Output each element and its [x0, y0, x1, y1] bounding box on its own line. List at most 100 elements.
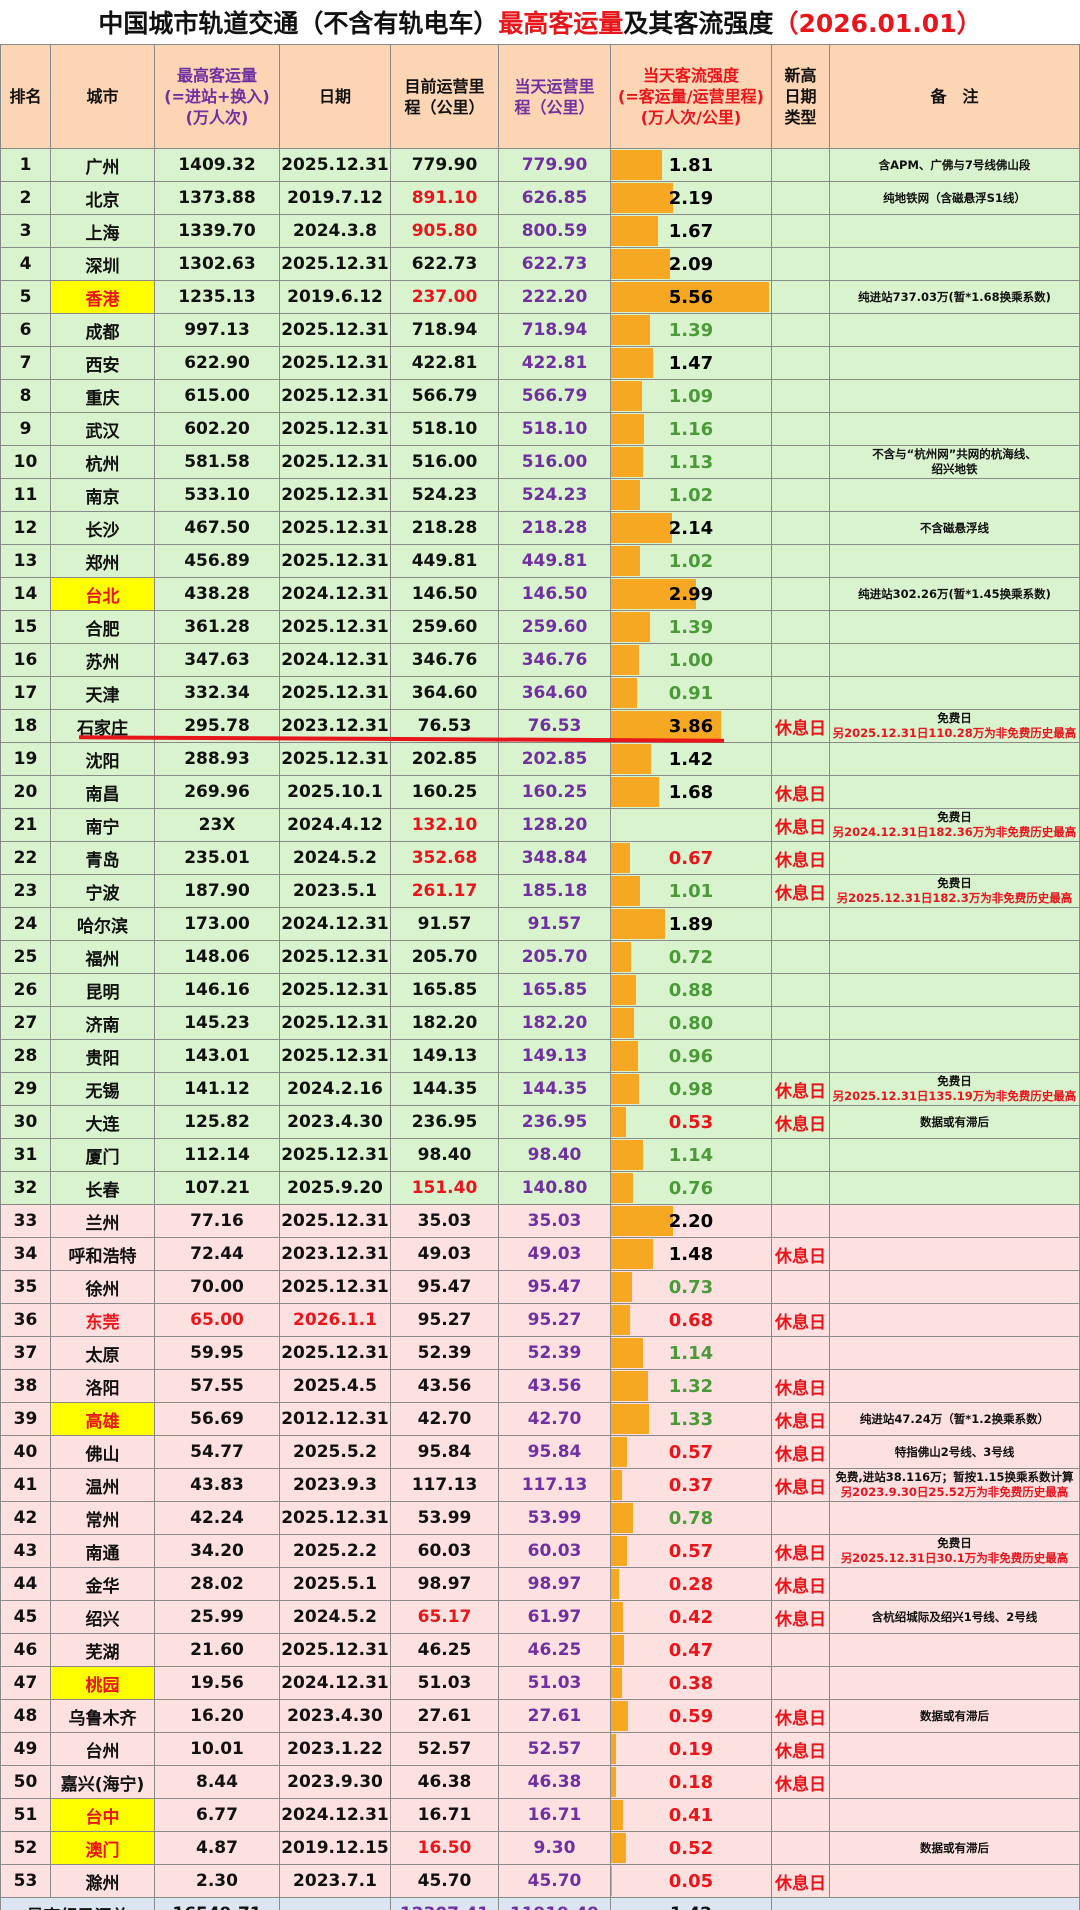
table-cell: 2023.4.30	[280, 1106, 391, 1139]
table-cell	[830, 347, 1080, 380]
table-cell: 718.94	[391, 314, 499, 347]
table-cell: 1.14	[611, 1337, 772, 1370]
intensity-bar	[611, 1206, 674, 1236]
table-cell: 0.67	[611, 842, 772, 875]
intensity-value: 1.67	[668, 220, 714, 242]
table-cell: 0.18	[611, 1766, 772, 1799]
table-cell: 2025.12.31	[280, 1502, 391, 1535]
table-cell: 1.02	[611, 479, 772, 512]
table-cell: 8	[0, 380, 51, 413]
intensity-bar	[611, 447, 644, 477]
intensity-bar	[611, 1371, 649, 1401]
note-line: 含杭绍城际及绍兴1号线、2号线	[871, 1609, 1038, 1624]
table-cell: 2025.12.31	[280, 446, 391, 479]
table-cell: 39	[0, 1403, 51, 1436]
table-cell: 56.69	[155, 1403, 280, 1436]
table-cell: 贵阳	[51, 1040, 155, 1073]
table-cell: 65.17	[391, 1601, 499, 1634]
table-cell: 2024.4.12	[280, 809, 391, 842]
table-cell	[772, 545, 830, 578]
intensity-bar	[611, 1008, 634, 1038]
table-cell: 348.84	[499, 842, 611, 875]
table-cell: 622.90	[155, 347, 280, 380]
intensity-bar	[611, 513, 672, 543]
header-line: 最高客运量	[176, 66, 257, 85]
intensity-value: 3.86	[668, 715, 714, 737]
table-cell: 长春	[51, 1172, 155, 1205]
table-cell: 2026.1.1	[280, 1304, 391, 1337]
table-cell: 休息日	[772, 1865, 830, 1898]
intensity-bar	[611, 216, 659, 246]
table-cell: 422.81	[391, 347, 499, 380]
note-line: 数据或有滞后	[920, 1840, 989, 1855]
table-cell: 2.14	[611, 512, 772, 545]
table-cell: 622.73	[391, 248, 499, 281]
intensity-bar	[611, 1767, 617, 1797]
note-line: 不含磁悬浮线	[920, 520, 989, 535]
table-cell: 2025.9.20	[280, 1172, 391, 1205]
table-cell: 46.25	[499, 1634, 611, 1667]
table-cell: 218.28	[499, 512, 611, 545]
table-cell: 数据或有滞后	[830, 1700, 1080, 1733]
table-cell: 24	[0, 908, 51, 941]
table-cell: 广州	[51, 149, 155, 182]
note-line: 特指佛山2号线、3号线	[894, 1444, 1015, 1459]
table-cell	[772, 1007, 830, 1040]
table-cell	[772, 743, 830, 776]
table-cell: 免费日 另2025.12.31日30.1万为非免费历史最高	[830, 1535, 1080, 1568]
table-cell: 91.57	[391, 908, 499, 941]
table-cell: 休息日	[772, 1436, 830, 1469]
table-cell	[772, 281, 830, 314]
table-cell: 2025.12.31	[280, 347, 391, 380]
table-cell: 269.96	[155, 776, 280, 809]
table-cell: 352.68	[391, 842, 499, 875]
intensity-bar	[611, 1635, 625, 1665]
table-cell: 19.56	[155, 1667, 280, 1700]
table-cell: 205.70	[391, 941, 499, 974]
table-cell: 0.37	[611, 1469, 772, 1502]
title-part: 中国城市轨道交通（不含有轨电车）	[98, 9, 499, 38]
table-cell: 0.98	[611, 1073, 772, 1106]
table-cell: 449.81	[499, 545, 611, 578]
intensity-bar	[611, 315, 651, 345]
table-cell	[772, 1502, 830, 1535]
table-cell: 纯进站737.03万(暂*1.68换乘系数)	[830, 281, 1080, 314]
intensity-bar	[611, 1272, 632, 1302]
note-line: 另2025.12.31日182.3万为非免费历史最高	[836, 891, 1073, 905]
table-cell: 苏州	[51, 644, 155, 677]
table-cell: 2024.2.16	[280, 1073, 391, 1106]
intensity-value: 0.88	[668, 979, 714, 1001]
table-cell: 2023.12.31	[280, 1238, 391, 1271]
table-cell: 东莞	[51, 1304, 155, 1337]
table-cell: 滁州	[51, 1865, 155, 1898]
table-cell: 郑州	[51, 545, 155, 578]
table-cell: 9	[0, 413, 51, 446]
intensity-value: 2.14	[668, 517, 714, 539]
table-cell: 2025.12.31	[280, 677, 391, 710]
table-cell: 合肥	[51, 611, 155, 644]
title: 中国城市轨道交通（不含有轨电车） 最高客运量 及其客流强度 （2026.01.01）	[0, 0, 1080, 44]
table-cell: 1.67	[611, 215, 772, 248]
table-cell: 61.97	[499, 1601, 611, 1634]
table-cell: 佛山	[51, 1436, 155, 1469]
intensity-value: 1.13	[668, 451, 714, 473]
note-line: 免费日	[937, 810, 972, 824]
table-cell: 95.27	[391, 1304, 499, 1337]
table-cell: 南昌	[51, 776, 155, 809]
table-cell: 2025.12.31	[280, 314, 391, 347]
table-cell: 2024.12.31	[280, 908, 391, 941]
intensity-value: 1.14	[668, 1144, 714, 1166]
table-cell: 34	[0, 1238, 51, 1271]
table-cell: 休息日	[772, 842, 830, 875]
header-line: 日期	[784, 87, 817, 106]
table-cell: 深圳	[51, 248, 155, 281]
table-cell: 纯进站302.26万(暂*1.45换乘系数)	[830, 578, 1080, 611]
note-line: 免费日	[937, 1074, 972, 1088]
table-cell: 2025.12.31	[280, 248, 391, 281]
summary-cell: 最高纪录汇总	[0, 1898, 155, 1910]
table-cell: 53.99	[391, 1502, 499, 1535]
table-cell: 8.44	[155, 1766, 280, 1799]
table-cell: 香港	[51, 281, 155, 314]
table-cell: 2025.12.31	[280, 479, 391, 512]
table-cell: 2.09	[611, 248, 772, 281]
